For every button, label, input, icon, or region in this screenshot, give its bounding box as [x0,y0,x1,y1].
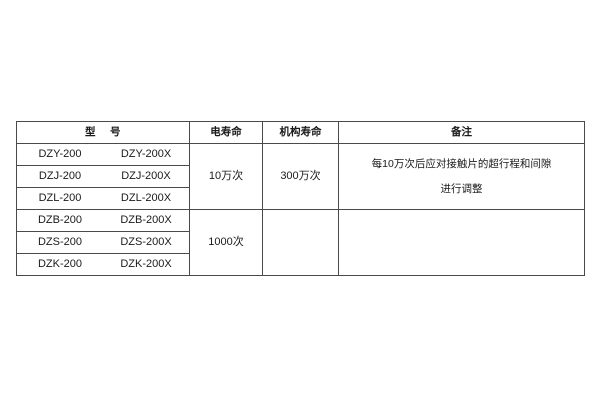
cell-model: DZL-200 DZL-200X [16,187,190,210]
header-model-part1: 型 [85,126,96,139]
table-row: DZL-200 DZL-200X [16,187,585,210]
model-code-variant: DZY-200X [120,148,172,161]
table-row: DZY-200 DZY-200X 10万次 300万次 每10万次后应对接触片的… [16,143,585,210]
cell-model: DZB-200 DZB-200X [16,209,190,232]
cell-remarks [338,209,585,276]
cell-mechanical-life: 300万次 [262,143,339,210]
cell-remarks: 每10万次后应对接触片的超行程和间隙 进行调整 [338,143,585,210]
cell-model: DZJ-200 DZJ-200X [16,165,190,188]
model-code-variant: DZK-200X [120,258,172,271]
model-pair: DZJ-200 DZJ-200X [17,170,189,183]
table-row: DZB-200 DZB-200X 1000次 [16,209,585,276]
model-code-primary: DZK-200 [37,258,83,271]
remarks-line-1: 每10万次后应对接触片的超行程和间隙 [371,157,552,170]
specification-table-container: 型号 电寿命 机构寿命 备注 DZY-200 DZY-200X 10万次 300… [16,121,585,276]
model-code-primary: DZB-200 [37,214,83,227]
header-cell-electrical-life: 电寿命 [189,121,263,144]
model-code-variant: DZS-200X [120,236,172,249]
model-pair: DZS-200 DZS-200X [17,236,189,249]
cell-model: DZS-200 DZS-200X [16,231,190,254]
header-model-part2: 号 [110,126,121,139]
cell-electrical-life: 1000次 [189,209,263,276]
cell-electrical-life: 10万次 [189,143,263,210]
specification-table: 型号 电寿命 机构寿命 备注 DZY-200 DZY-200X 10万次 300… [16,121,585,276]
header-cell-mechanical-life: 机构寿命 [262,121,339,144]
cell-model: DZY-200 DZY-200X [16,143,190,166]
header-cell-remarks: 备注 [338,121,585,144]
table-row: DZK-200 DZK-200X [16,253,585,276]
model-code-primary: DZS-200 [37,236,83,249]
cell-mechanical-life [262,209,339,276]
model-pair: DZY-200 DZY-200X [17,148,189,161]
cell-model: DZK-200 DZK-200X [16,253,190,276]
model-pair: DZL-200 DZL-200X [17,192,189,205]
model-pair: DZB-200 DZB-200X [17,214,189,227]
model-code-primary: DZJ-200 [38,170,82,183]
header-cell-model: 型号 [16,121,190,144]
model-code-variant: DZJ-200X [121,170,171,183]
model-code-primary: DZL-200 [38,192,82,205]
model-pair: DZK-200 DZK-200X [17,258,189,271]
table-header-row: 型号 电寿命 机构寿命 备注 [16,121,585,144]
model-code-primary: DZY-200 [38,148,82,161]
remarks-line-2: 进行调整 [440,182,483,195]
model-code-variant: DZL-200X [120,192,172,205]
model-code-variant: DZB-200X [120,214,172,227]
